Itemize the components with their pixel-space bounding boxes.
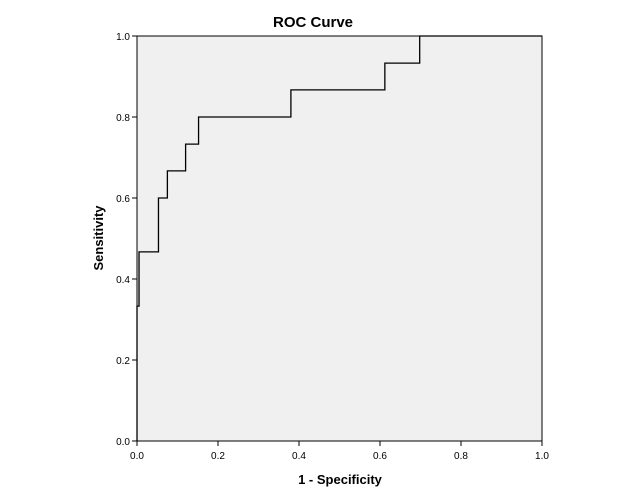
y-axis: 0.0 0.2 0.4 0.6 0.8 1.0 xyxy=(116,32,137,448)
y-tick-label: 0.2 xyxy=(116,356,130,367)
x-axis: 0.0 0.2 0.4 0.6 0.8 1.0 xyxy=(130,441,549,462)
chart-title: ROC Curve xyxy=(273,14,353,31)
y-tick-label: 0.6 xyxy=(116,194,130,205)
x-tick-label: 0.6 xyxy=(373,451,387,462)
y-tick-label: 0.4 xyxy=(116,275,130,286)
plot-area xyxy=(136,35,543,442)
x-tick-label: 1.0 xyxy=(535,451,549,462)
x-axis-title: 1 - Specificity xyxy=(298,472,383,487)
x-tick-label: 0.0 xyxy=(130,451,144,462)
x-tick-label: 0.4 xyxy=(292,451,306,462)
y-tick-label: 0.8 xyxy=(116,113,130,124)
y-tick-label: 0.0 xyxy=(116,437,130,448)
x-tick-label: 0.8 xyxy=(454,451,468,462)
y-tick-label: 1.0 xyxy=(116,32,130,43)
x-tick-label: 0.2 xyxy=(211,451,225,462)
y-axis-title: Sensitivity xyxy=(91,205,106,271)
roc-curve-line xyxy=(136,35,542,441)
